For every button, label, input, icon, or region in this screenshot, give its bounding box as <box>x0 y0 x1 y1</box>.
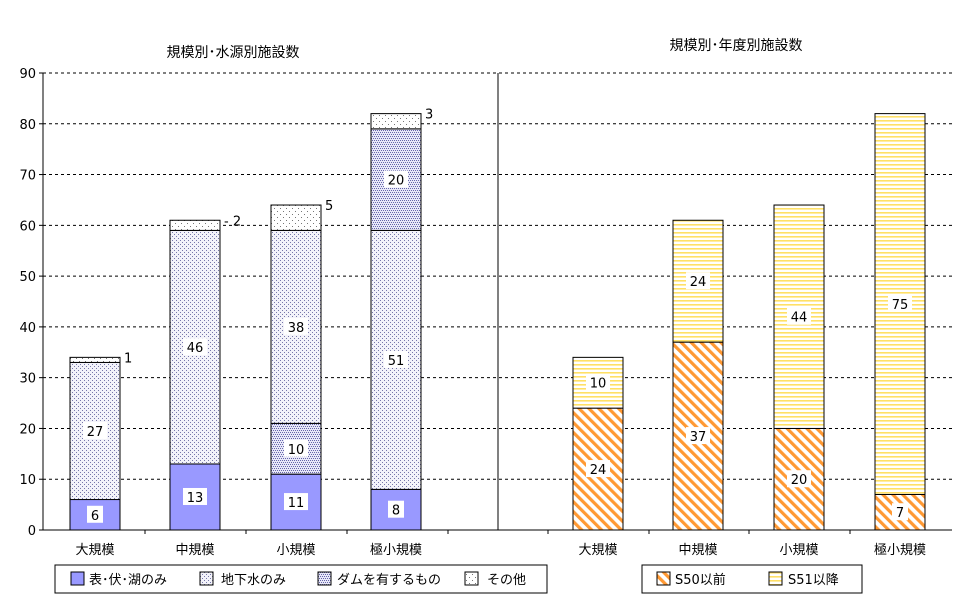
outside-label: 1 <box>124 351 132 366</box>
data-label: 38 <box>288 321 305 336</box>
data-label: 75 <box>892 298 909 313</box>
outside-label: 5 <box>325 199 333 214</box>
legend-left-box <box>54 564 548 594</box>
data-label-bg <box>787 307 811 325</box>
chart-1-title: 規模別･水源別施設数 <box>167 45 300 61</box>
x-category-label: 大規模 <box>578 543 617 558</box>
data-label-bg <box>892 503 908 521</box>
legend-swatch-ground <box>199 571 214 586</box>
data-label-bg <box>586 373 610 391</box>
chart-2-title: 規模別･年度別施設数 <box>670 38 803 54</box>
data-label-bg <box>787 470 811 488</box>
legend-right: S50以前 S51以降 <box>641 564 863 594</box>
data-label: 51 <box>388 354 405 369</box>
data-label: 10 <box>590 377 607 392</box>
data-label: 24 <box>590 463 607 478</box>
legend-swatch-surface <box>70 571 85 586</box>
bar-segment <box>69 356 121 363</box>
data-label-bg <box>888 295 912 313</box>
bar-segment <box>370 113 422 130</box>
legend-label-surface: 表･伏･湖のみ <box>89 573 167 588</box>
data-label-bg <box>183 487 207 505</box>
legend-label-s50: S50以前 <box>675 572 726 588</box>
y-tick-label: 50 <box>19 270 36 285</box>
data-label: 44 <box>791 311 808 326</box>
data-label-bg <box>388 500 404 518</box>
y-tick-label: 90 <box>19 67 36 82</box>
bar-segment <box>169 219 221 231</box>
data-label-bg <box>284 493 308 511</box>
y-tick-label: 30 <box>19 372 36 387</box>
data-label: 20 <box>791 473 808 488</box>
data-label: 6 <box>91 509 99 524</box>
x-category-label: 極小規模 <box>370 542 422 558</box>
data-labels: 6 27 1 13 46 - 2 11 10 38 5 8 51 20 3 24 10 37 24 20 44 7 75 <box>83 108 912 524</box>
y-tick-label: 60 <box>19 219 36 234</box>
data-label: 46 <box>187 341 204 356</box>
x-axis-labels: 大規模 中規模 小規模 極小規模 大規模 中規模 小規模 極小規模 <box>75 542 926 558</box>
legend-right-box <box>641 564 863 594</box>
y-tick-label: 20 <box>19 422 36 437</box>
data-label: 10 <box>288 443 305 458</box>
y-tick-label: 70 <box>19 169 36 184</box>
data-label-bg <box>686 272 710 290</box>
data-label-bg <box>87 505 103 523</box>
outside-label: 3 <box>425 108 433 123</box>
legend-swatch-dam <box>317 571 332 586</box>
x-category-label: 極小規模 <box>874 542 926 558</box>
data-label: 20 <box>388 174 405 189</box>
data-label: 7 <box>896 506 904 521</box>
data-label-bg <box>83 421 107 439</box>
bar-segment <box>270 204 322 231</box>
data-label-bg <box>284 317 308 335</box>
data-label: 8 <box>392 504 400 519</box>
legend-swatch-s50 <box>656 571 671 586</box>
x-category-label: 小規模 <box>779 543 818 558</box>
data-label-bg <box>284 439 308 457</box>
data-label: 37 <box>690 430 707 445</box>
x-category-label: 中規模 <box>678 543 717 558</box>
data-label-bg <box>686 427 710 445</box>
y-tick-label: 0 <box>28 524 36 539</box>
data-label: 11 <box>288 496 305 511</box>
y-tick-label: 10 <box>19 473 36 488</box>
legend-swatch-other <box>464 571 479 586</box>
data-label-bg <box>183 338 207 356</box>
y-tick-label: 80 <box>19 118 36 133</box>
x-category-label: 大規模 <box>75 543 114 558</box>
data-label-bg <box>586 460 610 478</box>
data-label-bg <box>384 170 408 188</box>
legend-label-other: その他 <box>487 573 526 588</box>
x-category-label: 小規模 <box>276 543 315 558</box>
data-label: 27 <box>87 425 104 440</box>
legend-swatch-s51 <box>768 571 783 586</box>
x-category-label: 中規模 <box>175 543 214 558</box>
y-axis-ticks: 0 10 20 30 40 50 60 70 80 90 <box>19 67 43 539</box>
data-label-bg <box>384 350 408 368</box>
data-label: 13 <box>187 491 204 506</box>
data-label: 24 <box>690 275 707 290</box>
legend-left: 表･伏･湖のみ 地下水のみ ダムを有するもの その他 <box>54 564 548 594</box>
y-tick-label: 40 <box>19 321 36 336</box>
legend-label-s51: S51以降 <box>788 573 839 588</box>
outside-label: - 2 <box>224 214 241 229</box>
legend-label-ground: 地下水のみ <box>221 573 286 588</box>
legend-label-dam: ダムを有するもの <box>337 573 441 588</box>
